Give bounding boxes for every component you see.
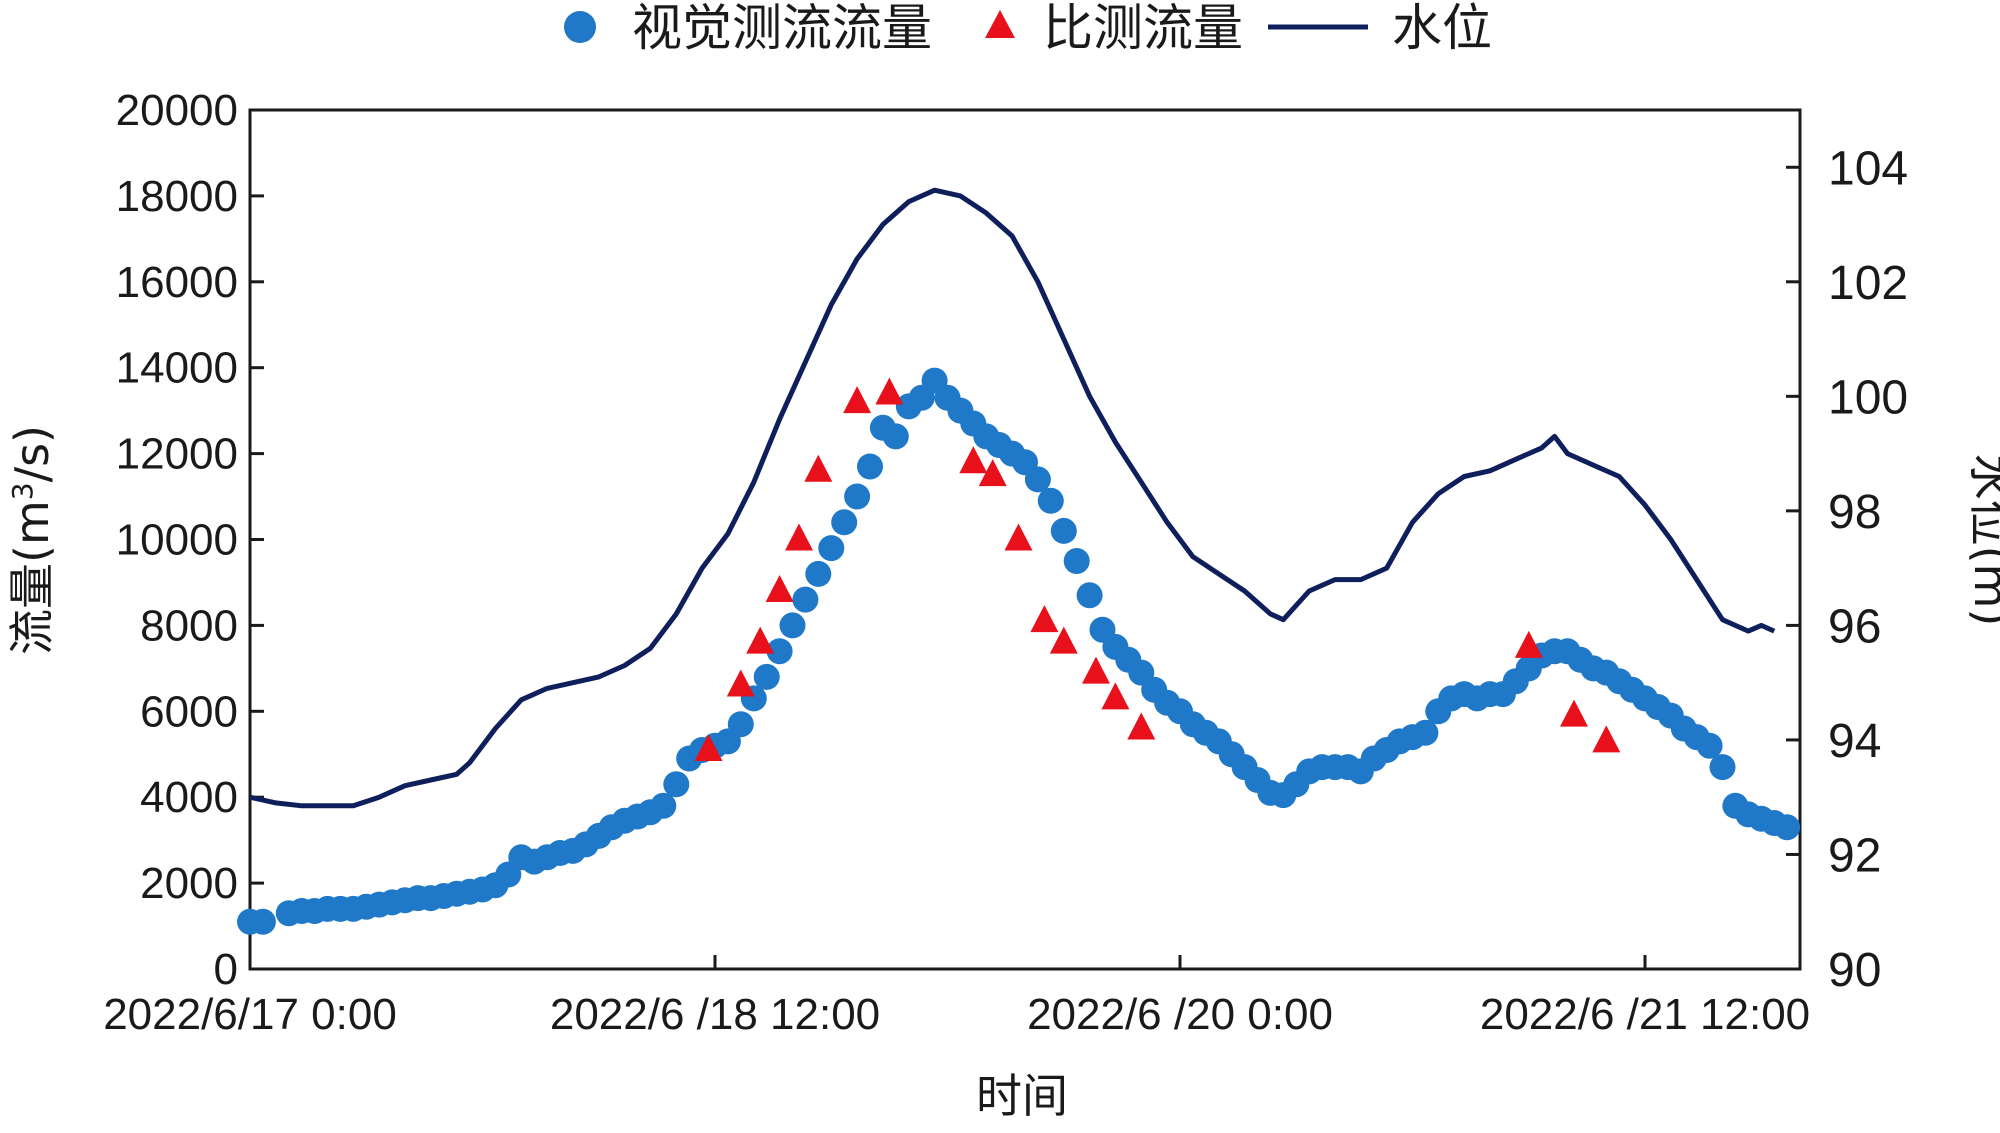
y-right-title: 水位(m): [1964, 454, 2000, 627]
x-axis: 2022/6/17 0:00 2022/6 /18 12:00 2022/6 /20…: [103, 955, 1810, 1039]
visual-flow-point: [753, 663, 780, 690]
compare-flow-point: [1101, 682, 1130, 710]
x-tick-label: 2022/6 /18 12:00: [550, 990, 880, 1039]
visual-flow-point: [857, 453, 883, 480]
legend-compare-label: 比测流量: [1043, 0, 1243, 57]
y-right-tick-label: 100: [1828, 371, 1908, 424]
compare-flow-series: [694, 377, 1621, 761]
legend-visual-label: 视觉测流流量: [632, 0, 932, 57]
y-left-tick-label: 2000: [140, 859, 238, 908]
y-left-tick-label: 14000: [116, 344, 238, 393]
visual-flow-point: [1024, 466, 1051, 493]
y-left-tick-label: 6000: [140, 687, 238, 736]
visual-flow-point: [1709, 754, 1736, 781]
visual-flow-point: [818, 535, 845, 562]
compare-flow-point: [804, 454, 833, 482]
visual-flow-point: [249, 908, 276, 935]
visual-flow-point: [1050, 517, 1077, 544]
x-tick-label: 2022/6 /21 12:00: [1480, 990, 1810, 1039]
y-right-tick-label: 98: [1828, 486, 1881, 539]
visual-flow-point: [1063, 548, 1090, 574]
legend: 视觉测流流量 比测流量 水位: [564, 0, 1492, 57]
compare-flow-point: [694, 734, 723, 761]
y-left-tick-label: 4000: [140, 773, 238, 822]
compare-flow-point: [1592, 725, 1621, 753]
visual-flow-series: [237, 367, 1801, 935]
visual-flow-point: [1774, 814, 1801, 841]
x-title: 时间: [976, 1069, 1068, 1123]
y-left-tick-label: 16000: [116, 258, 238, 307]
compare-flow-point: [843, 386, 872, 414]
compare-flow-point: [1049, 626, 1078, 654]
compare-flow-point: [785, 523, 813, 551]
y-left-tick-label: 20000: [116, 86, 238, 135]
compare-flow-point: [978, 459, 1007, 487]
compare-flow-point: [875, 377, 904, 405]
compare-flow-point: [1514, 630, 1543, 658]
visual-flow-point: [766, 638, 793, 665]
left-axis: 0 2000 4000 6000 8000 10000 12000 14000 16000 180…: [116, 86, 264, 994]
y-left-tick-label: 10000: [116, 516, 238, 565]
x-tick-label: 2022/6 /20 0:00: [1027, 990, 1333, 1039]
legend-visual-marker: [564, 11, 596, 43]
y-right-tick-label: 94: [1828, 715, 1881, 768]
x-tick-label: 2022/6/17 0:00: [103, 990, 397, 1039]
visual-flow-point: [792, 586, 819, 613]
visual-flow-point: [844, 483, 871, 510]
y-left-tick-label: 12000: [116, 430, 238, 479]
visual-flow-point: [779, 612, 806, 639]
visual-flow-point: [1412, 719, 1439, 746]
y-right-tick-label: 92: [1828, 829, 1881, 882]
visual-flow-point: [1696, 732, 1723, 759]
compare-flow-point: [959, 446, 988, 474]
compare-flow-point: [1082, 656, 1110, 684]
y-right-tick-label: 90: [1828, 944, 1881, 997]
y-right-tick-label: 104: [1828, 142, 1908, 195]
y-left-title-base: 流量(m: [5, 500, 59, 655]
y-left-title: 流量(m3/s): [5, 425, 59, 655]
water-level-series: [249, 187, 1776, 809]
compare-flow-point: [765, 575, 794, 602]
compare-flow-point: [1030, 605, 1059, 633]
y-left-tick-label: 0: [214, 945, 238, 994]
legend-level-label: 水位: [1392, 0, 1492, 57]
visual-flow-point: [650, 792, 677, 819]
y-right-tick-label: 96: [1828, 600, 1881, 653]
visual-flow-point: [882, 423, 909, 450]
visual-flow-point: [727, 711, 754, 738]
y-left-title-tail: /s): [5, 425, 59, 482]
visual-flow-point: [1037, 487, 1064, 514]
y-left-tick-label: 8000: [140, 601, 238, 650]
compare-flow-point: [726, 669, 755, 697]
y-left-title-sup: 3: [6, 482, 39, 500]
water-level-line: [249, 187, 1776, 809]
compare-flow-point: [746, 626, 775, 654]
y-left-tick-label: 18000: [116, 172, 238, 221]
compare-flow-point: [1560, 699, 1588, 727]
y-right-tick-label: 102: [1828, 257, 1908, 310]
visual-flow-point: [663, 771, 690, 798]
legend-compare-marker: [985, 10, 1015, 38]
visual-flow-point: [831, 509, 858, 536]
visual-flow-point: [1076, 582, 1103, 609]
compare-flow-point: [1004, 523, 1033, 551]
compare-flow-point: [1127, 712, 1156, 740]
right-axis: 90 92 94 96 98 100 102 104: [1786, 142, 1908, 997]
visual-flow-point: [805, 560, 832, 587]
